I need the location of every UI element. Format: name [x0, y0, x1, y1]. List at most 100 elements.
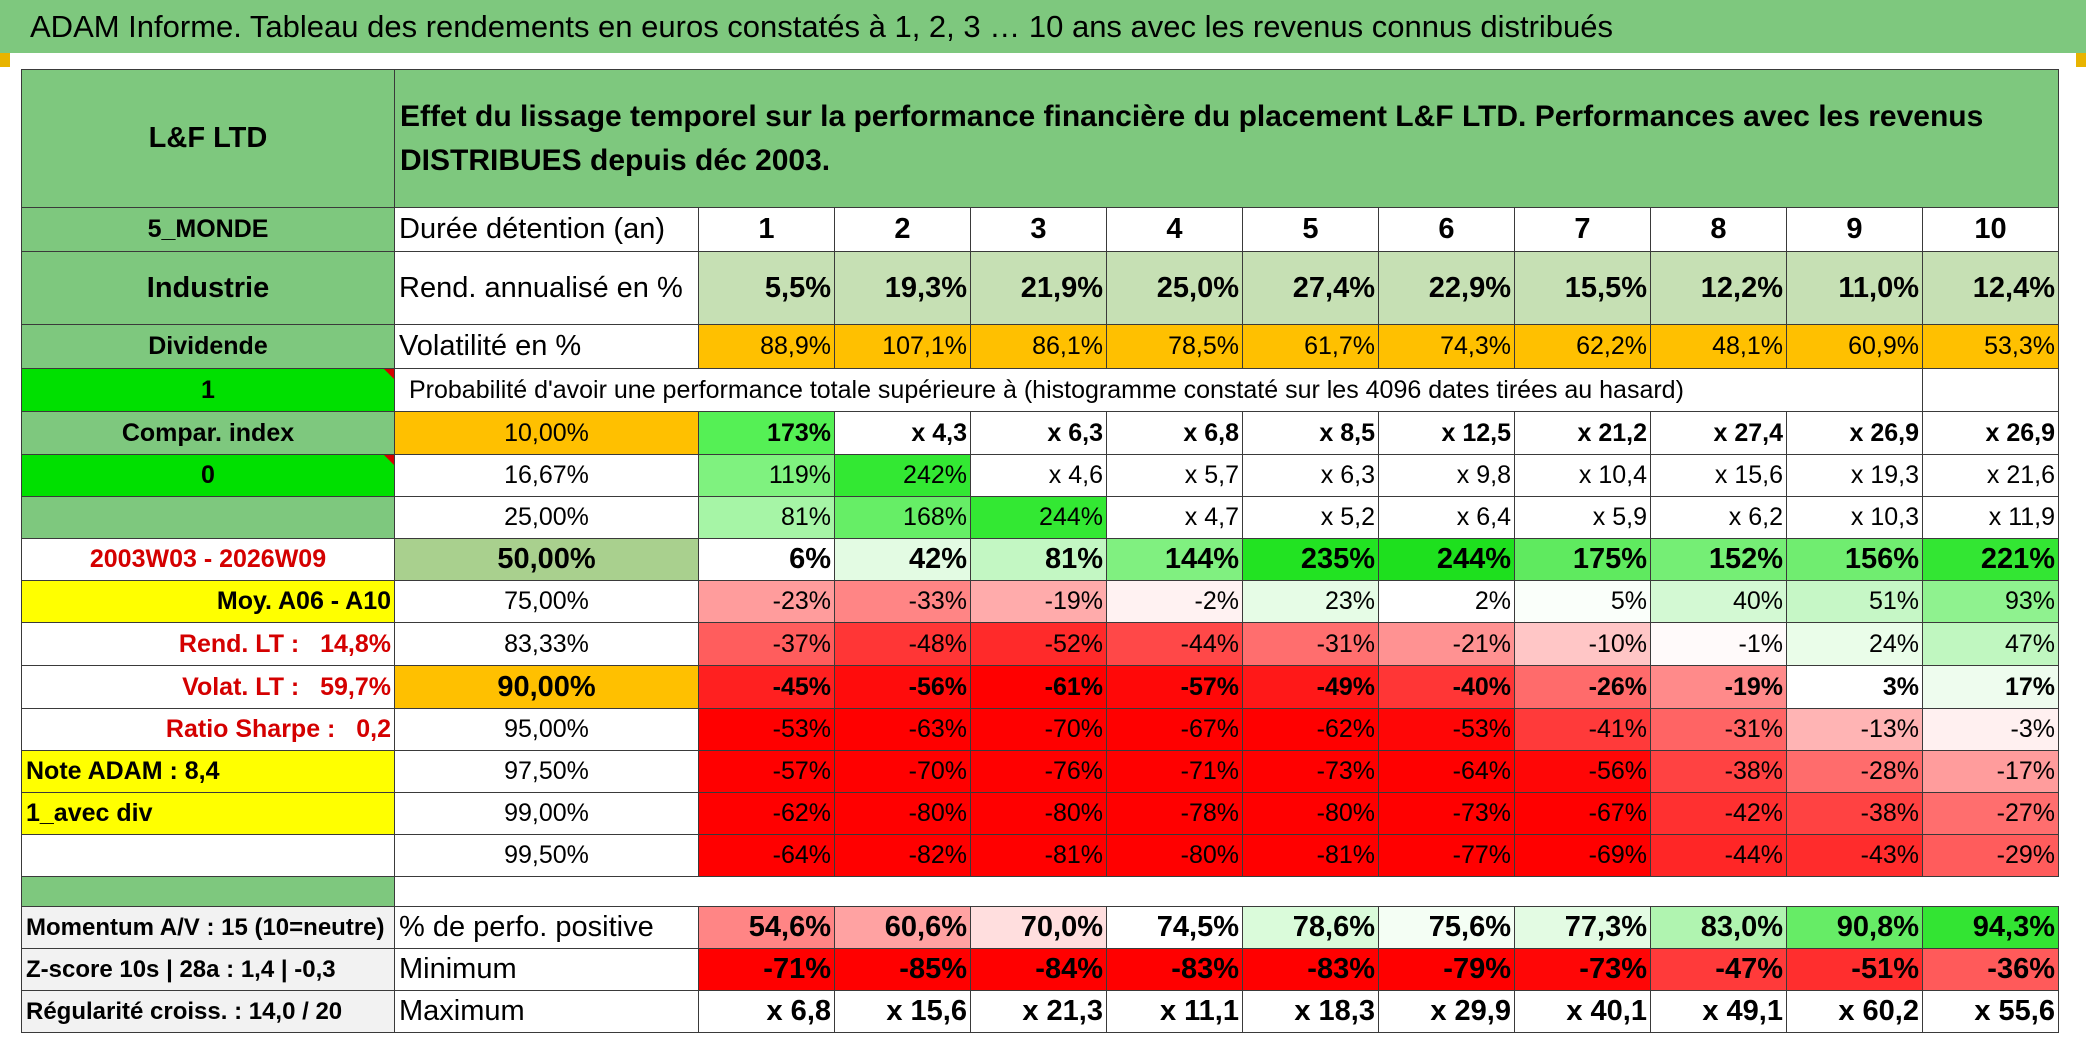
prob-cell: -81% [1242, 834, 1379, 877]
prob-cell: x 11,9 [1922, 496, 2059, 539]
prob-cell: -3% [1922, 708, 2059, 751]
year-header: 10 [1922, 207, 2059, 252]
vol-value: 88,9% [698, 324, 835, 369]
min-cell: -73% [1514, 948, 1651, 991]
prob-cell: 81% [698, 496, 835, 539]
prob-pct: 16,67% [394, 454, 699, 497]
year-header: 9 [1786, 207, 1923, 252]
period-label: 2003W03 - 2026W09 [21, 538, 395, 581]
min-label: Minimum [394, 948, 699, 991]
prob-cell: 3% [1786, 665, 1923, 709]
prob-cell: -64% [698, 834, 835, 877]
vol-value: 61,7% [1242, 324, 1379, 369]
corner-mark-left [0, 53, 10, 67]
year-header: 3 [970, 207, 1107, 252]
compar-index-label: Compar. index [21, 411, 395, 455]
zscore-label: Z-score 10s | 28a : 1,4 | -0,3 [21, 948, 395, 991]
year-header: 6 [1378, 207, 1515, 252]
prob-cell: -48% [834, 622, 971, 666]
rend-value: 21,9% [970, 251, 1107, 325]
vol-value: 74,3% [1378, 324, 1515, 369]
prob-cell: 81% [970, 538, 1107, 581]
empty-cell [21, 834, 395, 877]
max-label: Maximum [394, 990, 699, 1033]
perf-pos-cell: 75,6% [1378, 906, 1515, 949]
prob-cell: 244% [1378, 538, 1515, 581]
prob-cell: x 8,5 [1242, 411, 1379, 455]
prob-cell: 156% [1786, 538, 1923, 581]
min-cell: -84% [970, 948, 1107, 991]
rend-label: Rend. annualisé en % [394, 251, 699, 325]
regularite-label: Régularité croiss. : 14,0 / 20 [21, 990, 395, 1033]
prob-cell: x 5,9 [1514, 496, 1651, 539]
comment-marker [384, 369, 394, 379]
prob-pct: 99,00% [394, 792, 699, 835]
comment-marker [384, 455, 394, 465]
prob-cell: x 4,7 [1106, 496, 1243, 539]
prob-cell: -57% [1106, 665, 1243, 709]
prob-cell: x 19,3 [1786, 454, 1923, 497]
prob-pct: 95,00% [394, 708, 699, 751]
perf-pos-cell: 94,3% [1922, 906, 2059, 949]
prob-cell: -63% [834, 708, 971, 751]
sharpe-label: Ratio Sharpe : [165, 715, 336, 743]
prob-cell: 6% [698, 538, 835, 581]
year-header: 2 [834, 207, 971, 252]
perf-pos-cell: 78,6% [1242, 906, 1379, 949]
max-cell: x 49,1 [1650, 990, 1787, 1033]
prob-cell: -28% [1786, 750, 1923, 793]
prob-cell: -67% [1514, 792, 1651, 835]
prob-cell: x 21,6 [1922, 454, 2059, 497]
prob-cell: x 26,9 [1786, 411, 1923, 455]
duration-label: Durée détention (an) [394, 207, 699, 252]
prob-cell: 144% [1106, 538, 1243, 581]
min-cell: -79% [1378, 948, 1515, 991]
prob-cell: -71% [1106, 750, 1243, 793]
dividend-label: Dividende [21, 324, 395, 369]
prob-cell: -70% [834, 750, 971, 793]
vol-label: Volatilité en % [394, 324, 699, 369]
prob-cell: 40% [1650, 580, 1787, 623]
prob-cell: -41% [1514, 708, 1651, 751]
prob-cell: 5% [1514, 580, 1651, 623]
prob-cell: -61% [970, 665, 1107, 709]
prob-cell: x 5,2 [1242, 496, 1379, 539]
prob-cell: -44% [1106, 622, 1243, 666]
prob-cell: 119% [698, 454, 835, 497]
min-cell: -83% [1106, 948, 1243, 991]
prob-cell: x 10,3 [1786, 496, 1923, 539]
prob-cell: -69% [1514, 834, 1651, 877]
one-flag: 1 [21, 368, 395, 412]
prob-cell: -1% [1650, 622, 1787, 666]
min-cell: -85% [834, 948, 971, 991]
min-cell: -51% [1786, 948, 1923, 991]
prob-cell: -64% [1378, 750, 1515, 793]
prob-cell: 168% [834, 496, 971, 539]
vol-value: 78,5% [1106, 324, 1243, 369]
max-cell: x 40,1 [1514, 990, 1651, 1033]
prob-cell: -44% [1650, 834, 1787, 877]
year-header: 5 [1242, 207, 1379, 252]
prob-cell: -31% [1650, 708, 1787, 751]
corner-mark-right [2076, 53, 2086, 67]
prob-cell: 17% [1922, 665, 2059, 709]
prob-cell: -19% [1650, 665, 1787, 709]
perf-pos-cell: 90,8% [1786, 906, 1923, 949]
year-header: 8 [1650, 207, 1787, 252]
rend-lt-value: 14,8% [320, 629, 391, 658]
prob-cell: -45% [698, 665, 835, 709]
prob-cell: 244% [970, 496, 1107, 539]
prob-cell: -77% [1378, 834, 1515, 877]
prob-cell: x 21,2 [1514, 411, 1651, 455]
prob-cell: -81% [970, 834, 1107, 877]
prob-cell: -57% [698, 750, 835, 793]
zone-label: 5_MONDE [21, 207, 395, 252]
sharpe: Ratio Sharpe : 0,2 [21, 708, 395, 751]
prob-cell: -26% [1514, 665, 1651, 709]
prob-pct: 90,00% [394, 665, 699, 709]
prob-cell: x 6,3 [970, 411, 1107, 455]
prob-cell: -42% [1650, 792, 1787, 835]
volat-lt-label: Volat. LT : [182, 672, 300, 701]
prob-cell: -53% [698, 708, 835, 751]
momentum-label: Momentum A/V : 15 (10=neutre) [21, 906, 395, 949]
